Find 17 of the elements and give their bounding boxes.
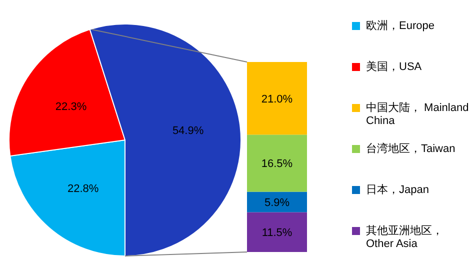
bar (247, 134, 307, 192)
bar (247, 212, 307, 252)
legend-label: 美国，USA (366, 60, 422, 74)
data-label: 11.5% (262, 227, 292, 240)
bar (247, 192, 307, 212)
data-label: 21.0% (261, 93, 293, 106)
legend-label: 欧洲，Europe (366, 19, 434, 33)
legend-label: 中国大陆， Mainland China (366, 101, 470, 127)
legend-label: 台湾地区，Taiwan (366, 142, 456, 156)
data-label: 54.9% (172, 125, 204, 138)
data-label: 22.8% (68, 183, 99, 196)
data-label: 5.9% (264, 196, 290, 209)
bar (247, 62, 307, 135)
legend-label: 其他亚洲地区，Other Asia (366, 224, 444, 250)
data-label: 22.3% (55, 100, 87, 113)
legend-label: 日本，Japan (366, 183, 429, 197)
data-label: 16.5% (261, 158, 293, 170)
